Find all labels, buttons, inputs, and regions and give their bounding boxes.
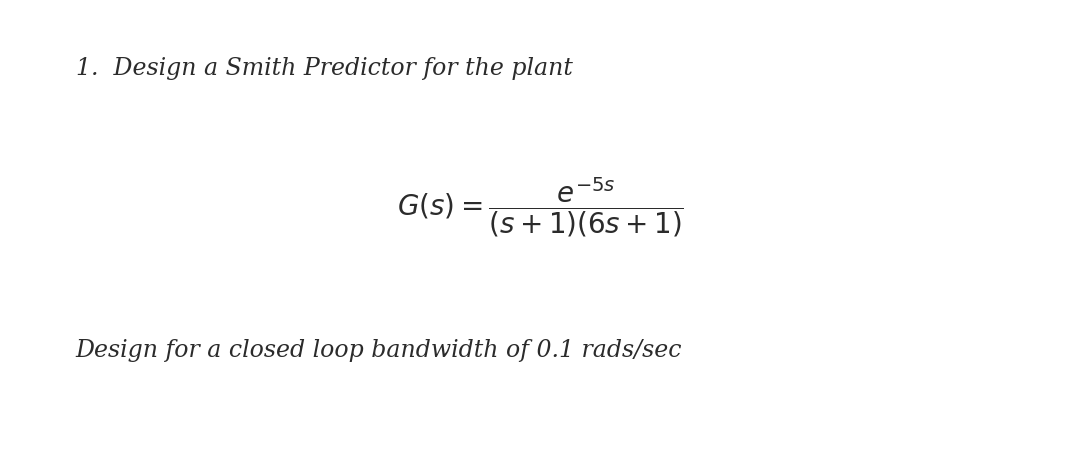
Text: $G(s) = \dfrac{e^{-5s}}{(s+1)(6s+1)}$: $G(s) = \dfrac{e^{-5s}}{(s+1)(6s+1)}$ <box>396 176 684 239</box>
Text: Design for a closed loop bandwidth of 0.1 rads/sec: Design for a closed loop bandwidth of 0.… <box>76 339 683 362</box>
Text: 1.  Design a Smith Predictor for the plant: 1. Design a Smith Predictor for the plan… <box>76 57 572 80</box>
